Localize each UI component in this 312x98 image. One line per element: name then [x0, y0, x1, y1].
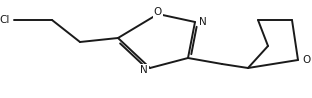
Text: N: N [199, 17, 207, 27]
Text: Cl: Cl [0, 15, 10, 25]
Text: O: O [154, 7, 162, 17]
Text: N: N [140, 65, 148, 75]
Text: O: O [302, 55, 310, 65]
